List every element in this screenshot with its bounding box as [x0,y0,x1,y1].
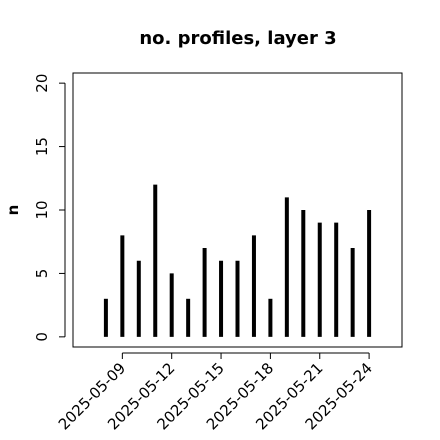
chart-title: no. profiles, layer 3 [139,28,336,49]
y-axis-label: n [4,205,22,216]
y-tick-label: 15 [33,137,51,156]
y-tick-label: 0 [33,332,51,342]
y-tick-label: 5 [33,269,51,279]
y-tick-label: 20 [33,74,51,93]
plot-box [72,72,403,348]
y-tick-label: 10 [33,200,51,219]
